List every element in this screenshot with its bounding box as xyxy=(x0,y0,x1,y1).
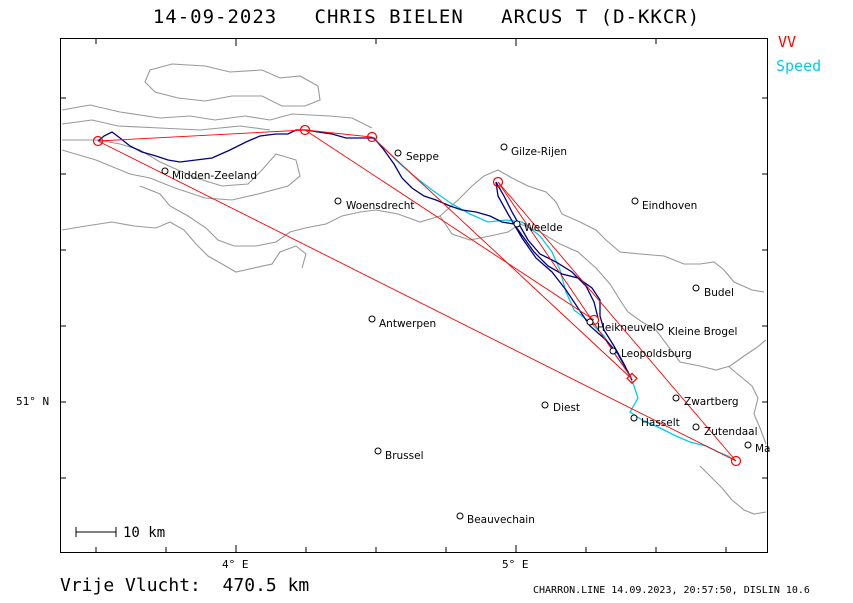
axis-label-lon-5: 5° E xyxy=(502,558,529,571)
place-dots xyxy=(161,143,752,520)
scale-label: 10 km xyxy=(123,525,165,541)
coastlines xyxy=(61,63,767,515)
axis-ticks xyxy=(60,38,768,553)
place-label-budel: Budel xyxy=(704,287,734,299)
place-label-weelde: Weelde xyxy=(524,222,563,234)
place-label-brussel: Brussel xyxy=(385,450,424,462)
turnpoint-marker xyxy=(492,176,504,188)
turnpoint-marker xyxy=(366,131,378,143)
distance-summary: Vrije Vlucht: 470.5 km xyxy=(60,575,310,596)
place-label-gilze-rijen: Gilze-Rijen xyxy=(511,146,567,158)
place-label-hasselt: Hasselt xyxy=(641,417,680,429)
place-label-midden-zeeland: Midden-Zeeland xyxy=(172,170,257,182)
place-label-eindhoven: Eindhoven xyxy=(642,200,697,212)
map-title: 14-09-2023 CHRIS BIELEN ARCUS T (D-KKCR) xyxy=(0,6,853,28)
place-label-antwerpen: Antwerpen xyxy=(379,318,436,330)
credits: CHARRON.LINE 14.09.2023, 20:57:50, DISLI… xyxy=(533,585,810,596)
axis-label-lon-4: 4° E xyxy=(222,558,249,571)
legend-speed: Speed xyxy=(776,57,822,75)
axis-label-lat-51: 51° N xyxy=(16,395,50,408)
place-label-leopoldsburg: Leopoldsburg xyxy=(621,348,692,360)
place-label-kleine-brogel: Kleine Brogel xyxy=(668,326,737,338)
place-label-zwartberg: Zwartberg xyxy=(684,396,739,408)
map-frame xyxy=(60,38,768,553)
flight-date: 14-09-2023 xyxy=(152,6,278,28)
place-label-heikneuvel: Heikneuvel xyxy=(597,322,656,334)
glider-name: ARCUS T (D-KKCR) xyxy=(501,6,701,28)
speed-trace xyxy=(371,136,737,462)
pilot-name: CHRIS BIELEN xyxy=(314,6,464,28)
turnpoint-marker xyxy=(730,455,742,467)
place-label-ma: Ma xyxy=(755,443,771,455)
turnpoint-marker xyxy=(299,124,311,136)
place-label-woensdrecht: Woensdrecht xyxy=(346,200,415,212)
turnpoint-marker xyxy=(626,372,638,385)
legend-vv: VV xyxy=(778,33,797,51)
place-label-zutendaal: Zutendaal xyxy=(704,426,758,438)
place-label-seppe: Seppe xyxy=(406,151,439,163)
vv-lines xyxy=(97,129,737,462)
scale-bar xyxy=(75,527,117,537)
flight-track xyxy=(97,129,633,381)
turnpoint-marker xyxy=(92,135,104,147)
place-label-beauvechain: Beauvechain xyxy=(467,514,535,526)
place-label-diest: Diest xyxy=(553,402,580,414)
